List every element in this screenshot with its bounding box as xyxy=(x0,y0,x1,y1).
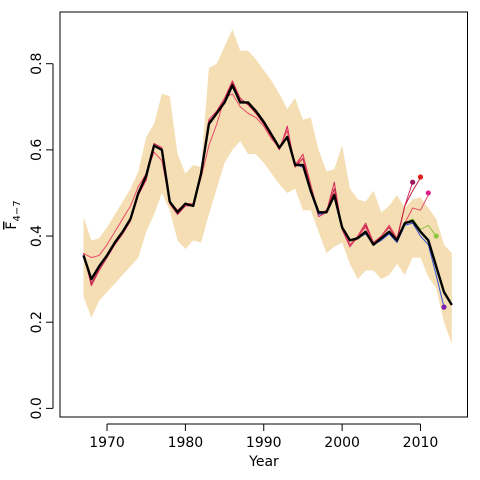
x-tick-label-1: 1980 xyxy=(168,435,204,451)
endpoint-marker-1 xyxy=(417,174,424,180)
svg-text:F4−7: F4−7 xyxy=(4,200,23,229)
x-tick-label-4: 2010 xyxy=(403,435,439,451)
y-axis-title: F4−7 xyxy=(4,200,23,229)
series-line-0 xyxy=(82,84,453,306)
y-axis-title-main: F xyxy=(4,222,20,230)
endpoint-marker-0 xyxy=(410,179,416,185)
endpoint-marker-2 xyxy=(425,190,431,196)
endpoint-marker-4 xyxy=(441,304,447,310)
y-tick-label-0: 0.0 xyxy=(29,397,45,419)
endpoint-layer xyxy=(410,174,447,310)
x-axis-title: Year xyxy=(248,454,279,470)
series-line-3 xyxy=(83,93,429,259)
y-tick-label-4: 0.8 xyxy=(29,53,45,75)
y-tick-label-2: 0.4 xyxy=(29,225,45,247)
y-axis-title-sub: 4−7 xyxy=(12,200,23,221)
x-tick-label-3: 2000 xyxy=(324,435,360,451)
series-line-5 xyxy=(404,218,437,237)
confidence-band-layer xyxy=(83,29,452,344)
plot-frame xyxy=(59,11,468,418)
y-tick-label-3: 0.6 xyxy=(29,139,45,161)
x-tick-label-2: 1990 xyxy=(246,435,282,451)
x-tick-label-0: 1970 xyxy=(89,435,125,451)
confidence-band xyxy=(83,29,452,344)
x-axis: 1970 1980 1990 2000 2010 xyxy=(89,423,439,451)
series-layer xyxy=(82,80,453,308)
endpoint-marker-3 xyxy=(433,233,439,239)
y-axis: 0.0 0.2 0.4 0.6 0.8 xyxy=(29,53,54,420)
y-tick-label-1: 0.2 xyxy=(29,311,45,333)
